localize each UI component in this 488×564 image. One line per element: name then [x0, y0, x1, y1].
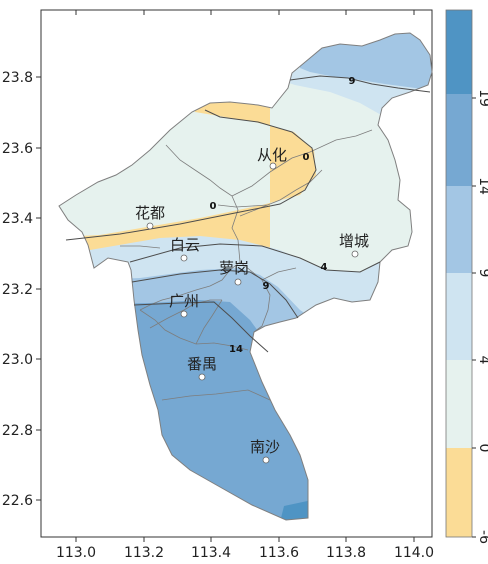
district-marker	[269, 162, 277, 170]
legend-band-14	[446, 94, 472, 186]
contour-line	[133, 301, 269, 353]
district-label: 从化	[257, 146, 287, 164]
boundary-line	[261, 267, 297, 281]
contour-label: 4	[321, 262, 328, 273]
y-tick-label: 23.2	[2, 282, 33, 298]
district-marker	[351, 250, 359, 258]
y-tick-label: 23.4	[2, 211, 33, 227]
x-tick-label: 114.0	[394, 545, 434, 561]
contour-lines	[65, 75, 431, 353]
boundary-line	[139, 309, 249, 351]
legend-tick-label: 14	[476, 177, 488, 195]
district-markers	[146, 162, 359, 464]
contour-line	[65, 109, 317, 241]
contour-line	[129, 243, 381, 273]
district-labels: 从化 花都 白云 萝岗 增城 广州 番禺 南沙	[135, 146, 369, 456]
legend-band-19	[446, 10, 472, 94]
district-boundaries	[120, 129, 373, 401]
district-label: 花都	[135, 204, 165, 222]
boundary-line	[149, 299, 222, 329]
boundary-line	[139, 144, 241, 311]
axis-ticks	[36, 10, 415, 542]
y-tick-label: 23.6	[2, 141, 33, 157]
district-label: 广州	[169, 292, 199, 310]
legend-tick-label: 9	[476, 269, 488, 278]
boundary-line	[295, 169, 323, 191]
district-marker	[180, 310, 188, 318]
band-above-19	[280, 500, 312, 520]
contour-line	[289, 75, 431, 93]
district-marker	[198, 373, 206, 381]
contour-label: 9	[349, 76, 356, 87]
y-tick-label: 22.6	[2, 493, 33, 509]
legend-band-4	[446, 273, 472, 360]
contour-label: 0	[210, 201, 217, 212]
x-tick-label: 113.2	[124, 545, 164, 561]
district-label: 南沙	[250, 438, 280, 456]
y-tick-label: 23.0	[2, 352, 33, 368]
legend-band-negative	[446, 448, 472, 537]
district-marker	[146, 222, 154, 230]
x-tick-label: 113.4	[191, 545, 231, 561]
district-marker	[262, 456, 270, 464]
district-marker	[234, 278, 242, 286]
legend-tick-label: -6	[476, 530, 488, 544]
legend-tick-label: 4	[476, 356, 488, 365]
boundary-line	[239, 261, 271, 333]
legend-tick-label: 19	[476, 89, 488, 107]
contour-line	[131, 269, 299, 319]
district-label: 增城	[339, 232, 369, 250]
boundary-line	[195, 299, 223, 345]
color-legend: 19 14 9 4 0 -6	[445, 9, 488, 544]
x-tick-labels: 113.0 113.2 113.4 113.6 113.8 114.0	[56, 545, 434, 561]
x-tick-label: 113.6	[259, 545, 299, 561]
y-tick-labels: 22.6 22.8 23.0 23.2 23.4 23.6 23.8	[2, 70, 33, 509]
y-tick-label: 22.8	[2, 423, 33, 439]
boundary-line	[239, 189, 297, 217]
x-tick-label: 113.0	[56, 545, 96, 561]
legend-tick-label: 0	[476, 444, 488, 453]
district-label: 番禺	[187, 355, 217, 373]
legend-band-9	[446, 186, 472, 273]
contour-value-labels: 9 0 0 4 9 14	[210, 76, 356, 355]
boundary-line	[231, 129, 373, 197]
district-label: 萝岗	[219, 259, 249, 277]
boundary-line	[161, 389, 271, 401]
contour-label: 14	[229, 344, 243, 355]
y-tick-label: 23.8	[2, 70, 33, 86]
contour-label: 0	[303, 152, 310, 163]
contour-label: 9	[263, 281, 270, 292]
district-label: 白云	[170, 236, 200, 254]
boundary-line	[217, 204, 269, 208]
district-marker	[180, 254, 188, 262]
x-tick-label: 113.8	[326, 545, 366, 561]
legend-band-0	[446, 360, 472, 448]
boundary-line	[120, 245, 161, 249]
